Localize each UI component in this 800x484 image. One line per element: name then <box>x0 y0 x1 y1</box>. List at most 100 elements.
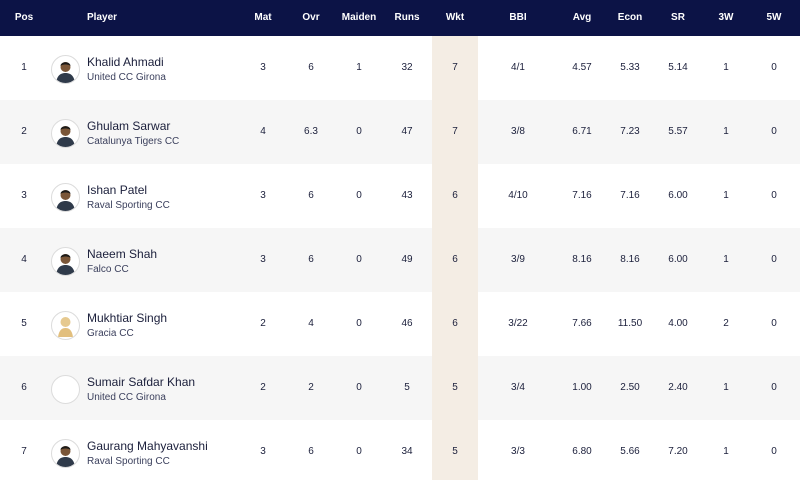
cell-runs: 34 <box>401 446 413 457</box>
col-header-runs[interactable]: Runs <box>394 12 420 23</box>
cell-pos: 2 <box>21 126 27 137</box>
cell-runs: 5 <box>404 382 410 393</box>
player-team: Raval Sporting CC <box>87 456 170 467</box>
cell-w5: 0 <box>771 190 777 201</box>
player-avatar[interactable] <box>51 247 80 276</box>
cell-wkt: 7 <box>452 126 458 137</box>
cell-mat: 3 <box>260 446 266 457</box>
table-header: Pos Player Mat Ovr Maiden Runs Wkt BBI A… <box>0 0 800 36</box>
cell-sr: 5.57 <box>668 126 688 137</box>
player-team: Catalunya Tigers CC <box>87 136 180 147</box>
cell-w5: 0 <box>771 254 777 265</box>
cell-w5: 0 <box>771 446 777 457</box>
cell-ovr: 6 <box>308 254 314 265</box>
cell-sr: 6.00 <box>668 254 688 265</box>
cell-bbi: 3/8 <box>511 126 525 137</box>
table-row[interactable]: 2 4 6.3 0 47 7 3/8 6.71 7.23 5.57 1 0 Ghulam Sarwar C… <box>0 100 800 164</box>
player-name-link[interactable]: Mukhtiar Singh <box>87 311 168 325</box>
cell-ovr: 4 <box>308 318 314 329</box>
player-team: United CC Girona <box>87 72 166 83</box>
cell-maiden: 0 <box>356 190 362 201</box>
cell-pos: 5 <box>21 318 27 329</box>
cell-w5: 0 <box>771 126 777 137</box>
col-header-player[interactable]: Player <box>87 12 118 23</box>
player-avatar[interactable] <box>51 311 80 340</box>
player-avatar[interactable] <box>51 439 80 468</box>
table-row[interactable]: 4 3 6 0 49 6 3/9 8.16 8.16 6.00 1 0 Naeem Shah Falco … <box>0 228 800 292</box>
table-row[interactable]: 7 3 6 0 34 5 3/3 6.80 5.66 7.20 1 0 Gaurang Mahyavan… <box>0 420 800 484</box>
cell-w3: 2 <box>723 318 729 329</box>
cell-bbi: 3/9 <box>511 254 525 265</box>
player-avatar[interactable] <box>51 119 80 148</box>
player-team: Falco CC <box>87 264 129 275</box>
col-header-5w[interactable]: 5W <box>766 12 782 23</box>
cell-sr: 5.14 <box>668 62 688 73</box>
table-row[interactable]: 5 2 4 0 46 6 3/22 7.66 11.50 4.00 2 0 Mukhtiar Singh… <box>0 292 800 356</box>
cell-w3: 1 <box>723 62 729 73</box>
table-row[interactable]: 6 2 2 0 5 5 3/4 1.00 2.50 2.40 1 0 Sumair Safdar Kha… <box>0 356 800 420</box>
player-avatar[interactable] <box>51 55 80 84</box>
cell-wkt: 5 <box>452 446 458 457</box>
col-header-econ[interactable]: Econ <box>617 12 643 23</box>
cell-bbi: 4/10 <box>508 190 528 201</box>
cell-ovr: 6.3 <box>304 126 318 137</box>
col-header-mat[interactable]: Mat <box>254 12 272 23</box>
player-name-link[interactable]: Khalid Ahmadi <box>87 55 164 69</box>
cell-pos: 6 <box>21 382 27 393</box>
col-header-avg[interactable]: Avg <box>572 12 592 23</box>
cell-avg: 1.00 <box>572 382 592 393</box>
wkt-column-highlight <box>432 36 478 480</box>
cell-sr: 7.20 <box>668 446 688 457</box>
cell-sr: 6.00 <box>668 190 688 201</box>
col-header-sr[interactable]: SR <box>671 12 685 23</box>
cell-w3: 1 <box>723 190 729 201</box>
col-header-bbi[interactable]: BBI <box>509 12 527 23</box>
cell-avg: 8.16 <box>572 254 592 265</box>
cell-maiden: 0 <box>356 446 362 457</box>
table-row-bg <box>0 228 800 292</box>
cell-pos: 4 <box>21 254 27 265</box>
cell-sr: 2.40 <box>668 382 688 393</box>
cell-econ: 8.16 <box>620 254 640 265</box>
cell-mat: 3 <box>260 62 266 73</box>
player-avatar[interactable] <box>51 375 80 404</box>
table-row[interactable]: 3 3 6 0 43 6 4/10 7.16 7.16 6.00 1 0 Ishan Patel Rava… <box>0 164 800 228</box>
cell-mat: 2 <box>260 318 266 329</box>
player-name-link[interactable]: Ghulam Sarwar <box>87 119 171 133</box>
cell-runs: 47 <box>401 126 413 137</box>
player-name-link[interactable]: Ishan Patel <box>87 183 148 197</box>
cell-pos: 3 <box>21 190 27 201</box>
cell-maiden: 0 <box>356 126 362 137</box>
cell-wkt: 6 <box>452 190 458 201</box>
cell-avg: 6.80 <box>572 446 592 457</box>
col-header-wkt[interactable]: Wkt <box>445 12 465 23</box>
player-name-link[interactable]: Naeem Shah <box>87 247 158 261</box>
col-header-3w[interactable]: 3W <box>718 12 734 23</box>
player-team: United CC Girona <box>87 392 166 403</box>
player-name-link[interactable]: Gaurang Mahyavanshi <box>87 439 208 453</box>
cell-w3: 1 <box>723 254 729 265</box>
cell-runs: 46 <box>401 318 413 329</box>
cell-bbi: 3/22 <box>508 318 528 329</box>
table-row[interactable]: 1 3 6 1 32 7 4/1 4.57 5.33 5.14 1 0 Khalid Ahmadi Uni… <box>0 36 800 100</box>
col-header-maiden[interactable]: Maiden <box>341 12 377 23</box>
player-team: Raval Sporting CC <box>87 200 170 211</box>
cell-ovr: 2 <box>308 382 314 393</box>
cell-avg: 7.66 <box>572 318 592 329</box>
col-header-pos[interactable]: Pos <box>14 12 34 23</box>
cell-avg: 4.57 <box>572 62 592 73</box>
cell-runs: 49 <box>401 254 413 265</box>
cell-maiden: 0 <box>356 382 362 393</box>
cell-pos: 7 <box>21 446 27 457</box>
cell-mat: 4 <box>260 126 266 137</box>
cell-w3: 1 <box>723 446 729 457</box>
player-name-link[interactable]: Sumair Safdar Khan <box>87 375 196 389</box>
cell-econ: 2.50 <box>620 382 640 393</box>
cell-wkt: 6 <box>452 318 458 329</box>
col-header-ovr[interactable]: Ovr <box>302 12 320 23</box>
player-avatar[interactable] <box>51 183 80 212</box>
cell-econ: 5.66 <box>620 446 640 457</box>
cell-bbi: 3/4 <box>511 382 525 393</box>
table-row-bg <box>0 356 800 420</box>
